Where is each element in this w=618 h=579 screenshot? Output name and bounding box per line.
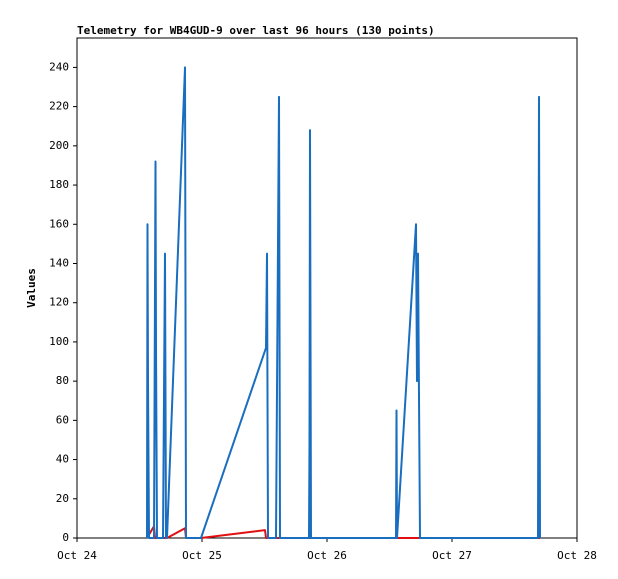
y-tick-label: 100	[49, 335, 69, 348]
y-tick-label: 220	[49, 100, 69, 113]
y-tick-label: 80	[56, 374, 69, 387]
chart-title: Telemetry for WB4GUD-9 over last 96 hour…	[77, 24, 435, 37]
y-tick-label: 180	[49, 178, 69, 191]
y-axis-label: Values	[25, 268, 38, 308]
y-tick-label: 240	[49, 60, 69, 73]
y-tick-label: 40	[56, 453, 69, 466]
y-tick-label: 160	[49, 217, 69, 230]
y-tick-label: 120	[49, 296, 69, 309]
series-line	[146, 525, 540, 539]
y-tick-label: 0	[62, 531, 69, 544]
y-tick-label: 60	[56, 413, 69, 426]
series-line	[146, 66, 541, 539]
x-tick-label: Oct 24	[57, 549, 97, 562]
x-tick-label: Oct 27	[432, 549, 472, 562]
y-tick-label: 20	[56, 492, 69, 505]
x-tick-label: Oct 28	[557, 549, 597, 562]
x-tick-label: Oct 25	[182, 549, 222, 562]
y-tick-label: 140	[49, 256, 69, 269]
x-tick-label: Oct 26	[307, 549, 347, 562]
plot-frame	[76, 37, 578, 539]
y-tick-label: 200	[49, 139, 69, 152]
